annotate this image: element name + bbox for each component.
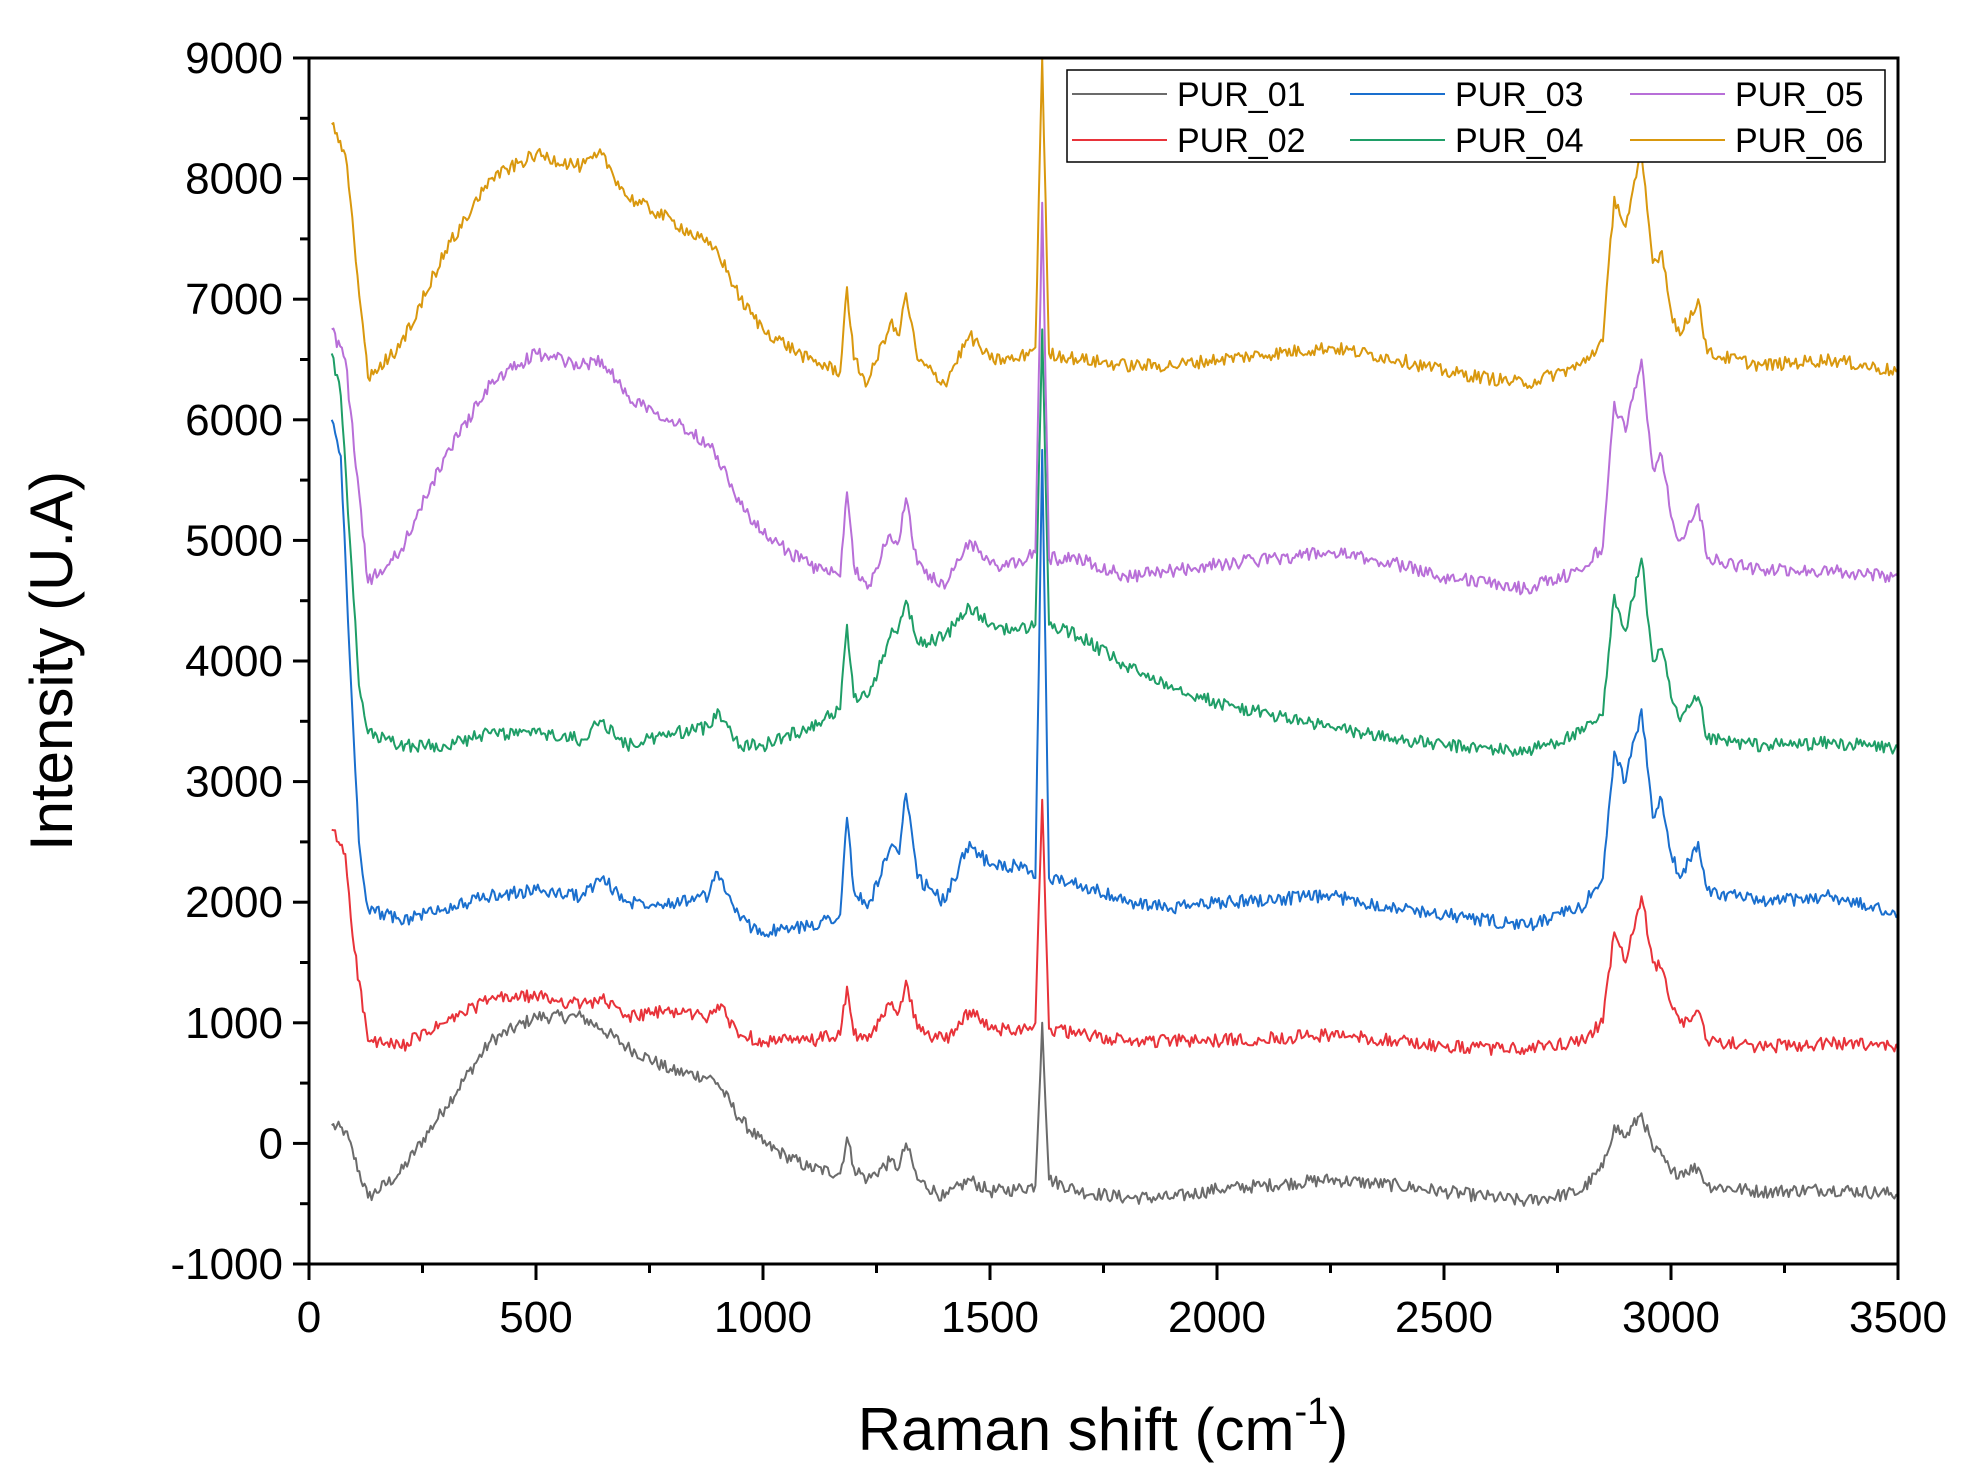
x-tick-label: 1500 [941,1293,1039,1342]
y-tick-label: 6000 [185,396,283,445]
y-tick-label: 0 [259,1119,283,1168]
series-line-pur-06 [331,57,1899,389]
series-line-pur-03 [330,419,1899,938]
series-layer [330,57,1899,1207]
y-tick-label: 1000 [185,999,283,1048]
legend-label: PUR_02 [1177,122,1306,160]
x-tick-label: 2500 [1395,1293,1493,1342]
y-tick-label: 4000 [185,637,283,686]
y-tick-label: 9000 [185,34,283,83]
x-axis-label-suffix: ) [1328,1396,1348,1463]
y-axis-label: Intensity (U.A) [18,471,85,851]
x-tick-label: 3500 [1849,1293,1947,1342]
legend-label: PUR_01 [1177,76,1306,114]
x-tick-label: 2000 [1168,1293,1266,1342]
legend-label: PUR_05 [1735,76,1864,114]
ticks-layer: 0 500 1000 1500 2000 2500 3000 3500 -1000 0 1000 20… [170,34,1946,1342]
plot-frame [307,56,1900,1266]
x-tick-label: 0 [297,1293,321,1342]
x-axis-label-main: Raman shift (cm [858,1396,1295,1463]
y-tick-label: 5000 [185,516,283,565]
legend: PUR_01 PUR_02 PUR_03 PUR_04 PUR_05 PUR_06 [1066,69,1886,163]
y-tick-label: 3000 [185,758,283,807]
x-tick-label: 3000 [1622,1293,1720,1342]
y-tick-label: -1000 [170,1240,283,1289]
series-line-pur-04 [330,328,1899,757]
y-tick-label: 8000 [185,155,283,204]
series-line-pur-02 [331,798,1899,1056]
legend-label: PUR_03 [1455,76,1584,114]
x-tick-label: 1000 [714,1293,812,1342]
series-line-pur-05 [331,201,1899,596]
y-tick-label: 7000 [185,275,283,324]
legend-label: PUR_06 [1735,122,1864,160]
x-axis-label-superscript: -1 [1294,1391,1328,1433]
legend-box [1066,69,1886,163]
y-tick-label: 2000 [185,878,283,927]
legend-label: PUR_04 [1455,122,1584,160]
series-line-pur-01 [331,1009,1899,1207]
x-tick-label: 500 [499,1293,572,1342]
x-axis-label: Raman shift (cm-1) [858,1391,1349,1463]
